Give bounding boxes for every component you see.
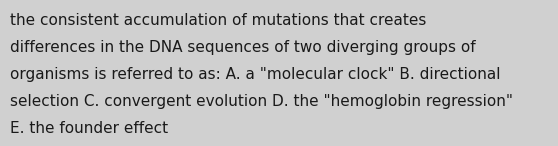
Text: differences in the DNA sequences of two diverging groups of: differences in the DNA sequences of two … xyxy=(10,40,475,55)
Text: organisms is referred to as: A. a "molecular clock" B. directional: organisms is referred to as: A. a "molec… xyxy=(10,67,501,82)
Text: E. the founder effect: E. the founder effect xyxy=(10,121,168,136)
Text: selection C. convergent evolution D. the "hemoglobin regression": selection C. convergent evolution D. the… xyxy=(10,94,513,109)
Text: the consistent accumulation of mutations that creates: the consistent accumulation of mutations… xyxy=(10,13,426,28)
